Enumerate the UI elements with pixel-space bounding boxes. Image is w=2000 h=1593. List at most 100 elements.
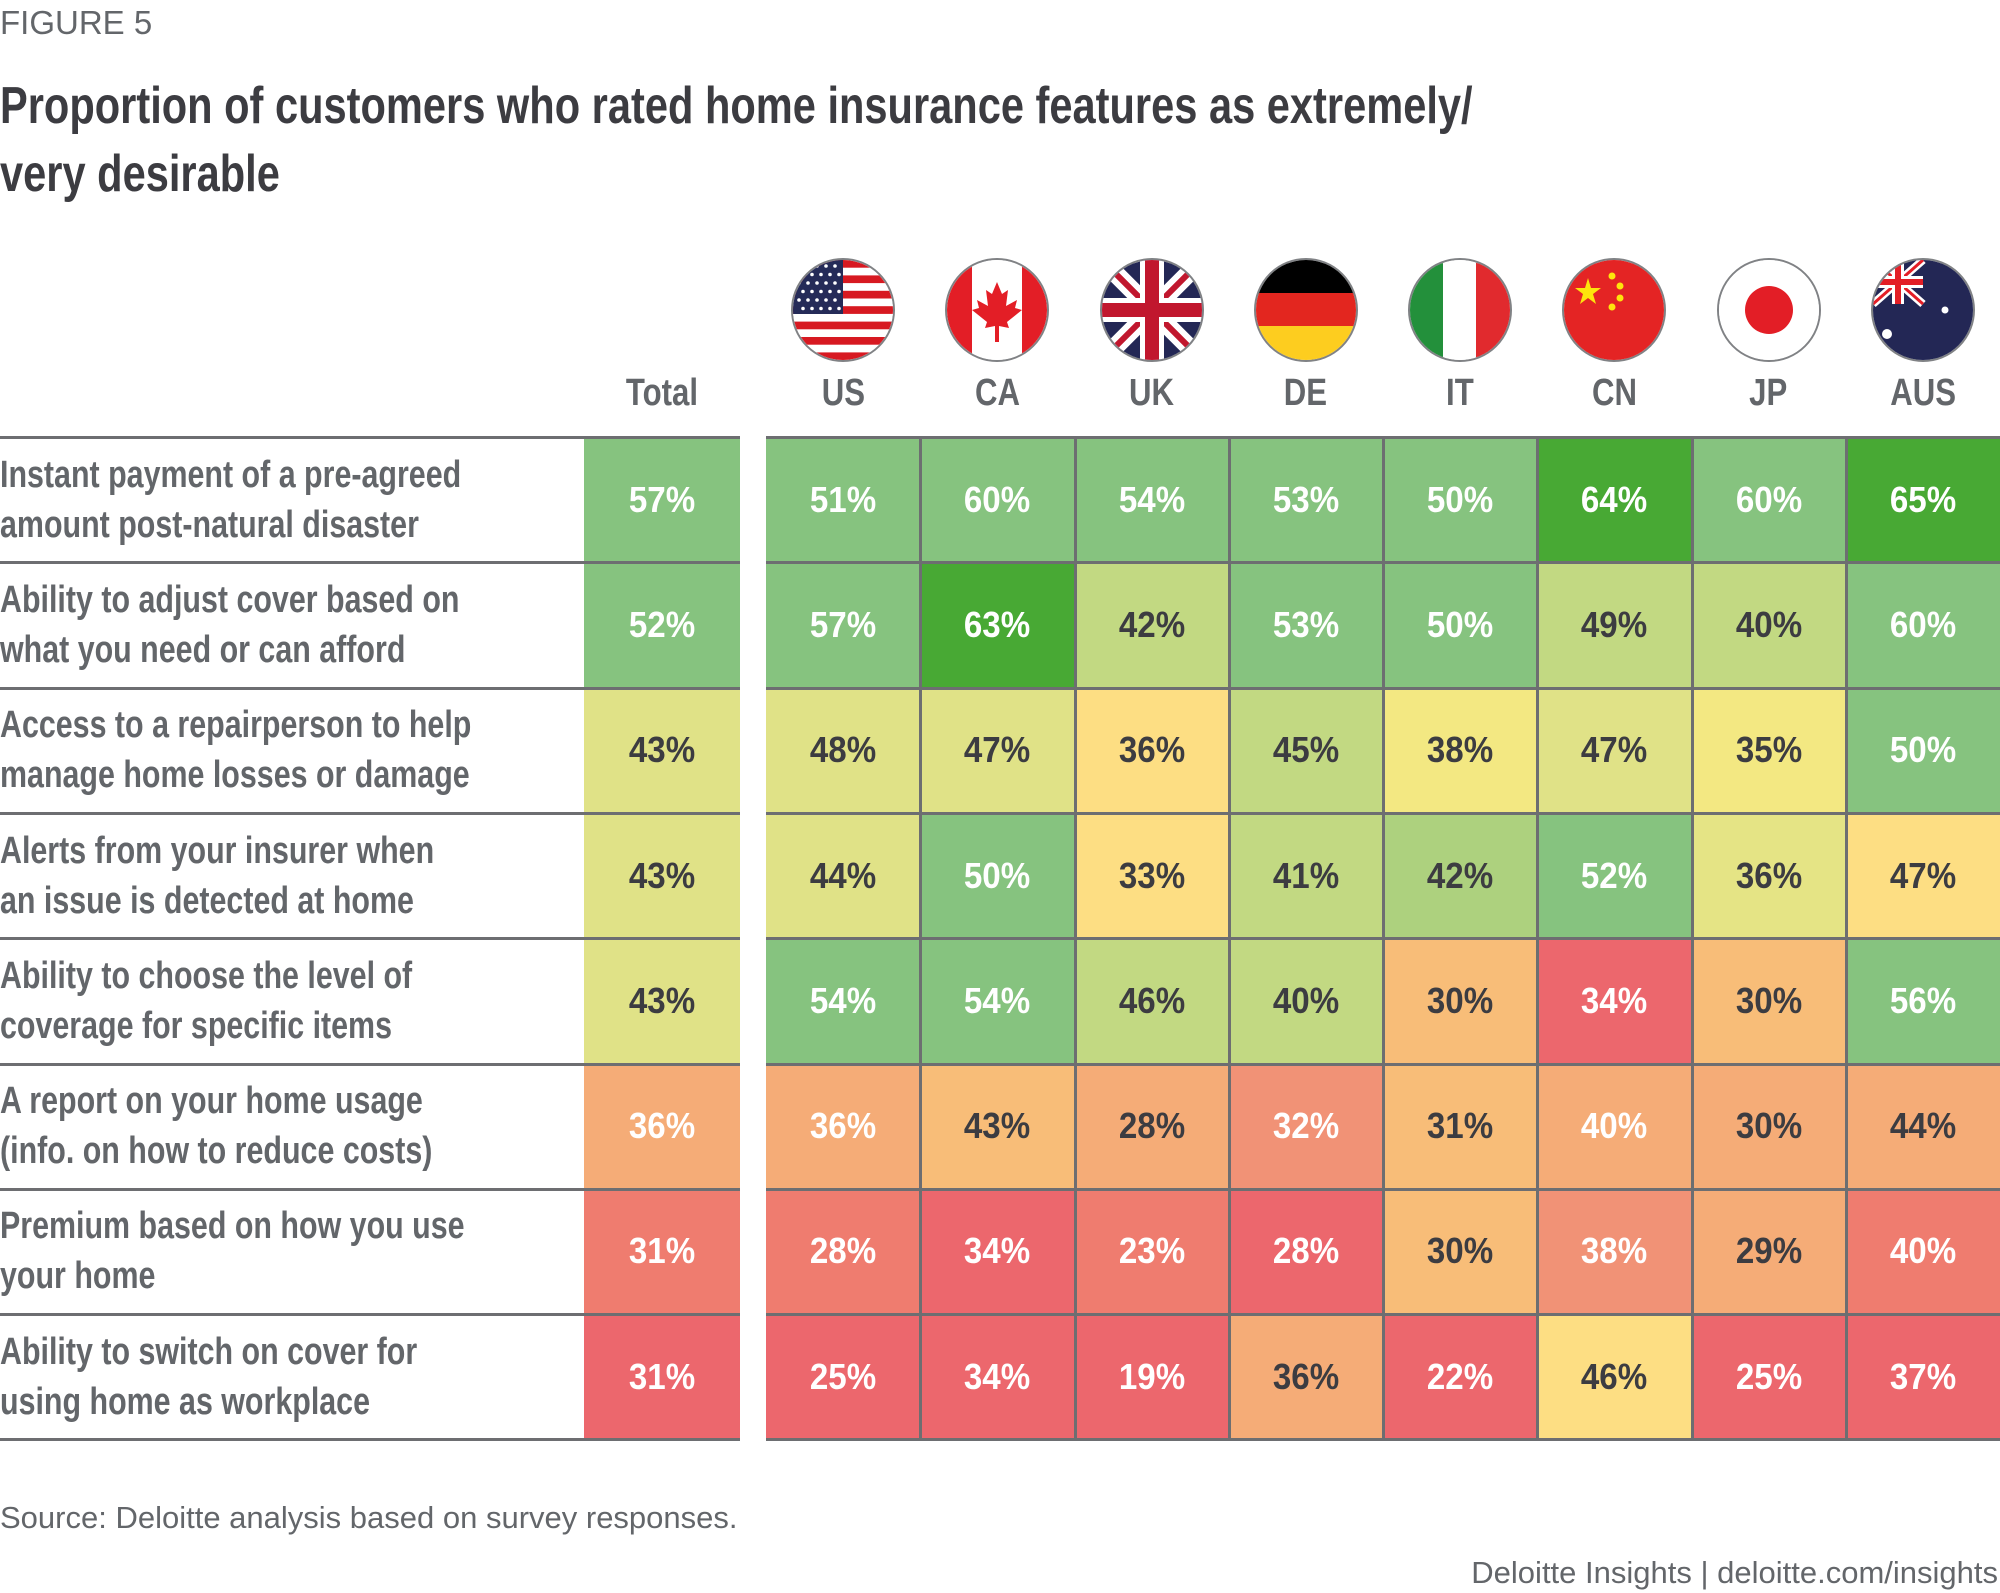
row-divider <box>0 937 740 941</box>
heatmap-cell: 36% <box>584 1063 740 1189</box>
column-header-uk: UK <box>1075 372 1229 415</box>
heatmap-cell: 40% <box>1228 938 1383 1064</box>
heatmap-cell: 38% <box>1383 687 1538 813</box>
heatmap-cell: 42% <box>1383 812 1538 939</box>
cell-value: 25% <box>1735 1355 1802 1397</box>
heatmap-cell: 51% <box>766 437 921 563</box>
heatmap-cell: 48% <box>766 687 921 813</box>
italy-flag-icon <box>1408 258 1513 362</box>
heatmap-cell: 56% <box>1845 938 2000 1064</box>
cell-value: 28% <box>1272 1230 1340 1272</box>
column-header-ca: CA <box>920 372 1074 415</box>
cell-value: 49% <box>1581 603 1648 645</box>
row-label-line: using home as workplace <box>0 1380 370 1423</box>
cell-value: 50% <box>964 854 1031 896</box>
row-label-line: Alerts from your insurer when <box>0 829 435 872</box>
cell-value: 31% <box>1426 1105 1494 1147</box>
row-label: Ability to choose the level of coverage f… <box>0 951 560 1051</box>
row-label-line: amount post-natural disaster <box>0 503 419 546</box>
column-header-label: CA <box>974 372 1020 414</box>
cell-value: 50% <box>1426 478 1494 520</box>
cell-value: 34% <box>964 1230 1031 1272</box>
row-label-line: manage home losses or damage <box>0 754 470 797</box>
cell-value: 54% <box>964 979 1031 1021</box>
heatmap-cell: 23% <box>1074 1188 1229 1315</box>
row-divider <box>766 1438 2000 1442</box>
row-label: Alerts from your insurer when an issue is… <box>0 826 560 926</box>
column-header-label: DE <box>1284 372 1328 414</box>
heatmap-cell: 57% <box>584 437 740 563</box>
row-divider <box>0 436 740 439</box>
column-header-cn: CN <box>1537 372 1691 415</box>
cell-value: 44% <box>1889 1105 1957 1147</box>
cell-value: 65% <box>1889 478 1957 520</box>
column-header-label: AUS <box>1889 372 1956 414</box>
row-label-line: (info. on how to reduce costs) <box>0 1130 433 1173</box>
cell-value: 43% <box>628 729 696 771</box>
heatmap-cell: 34% <box>1537 938 1692 1064</box>
cell-value: 30% <box>1426 1230 1494 1272</box>
cell-value: 53% <box>1272 478 1340 520</box>
heatmap-cell: 50% <box>1845 687 2000 813</box>
cell-value: 40% <box>1735 603 1802 645</box>
cell-value: 44% <box>809 854 877 896</box>
cell-value: 34% <box>1581 979 1648 1021</box>
cell-value: 19% <box>1118 1355 1185 1397</box>
uk-flag-icon <box>1099 258 1204 362</box>
cell-value: 42% <box>1118 603 1185 645</box>
row-label-line: Instant payment of a pre-agreed <box>0 453 462 496</box>
heatmap-cell: 50% <box>920 812 1075 939</box>
japan-flag-icon <box>1716 258 1821 362</box>
cell-value: 46% <box>1118 979 1185 1021</box>
cell-value: 46% <box>1581 1355 1648 1397</box>
heatmap-cell: 43% <box>584 812 740 939</box>
heatmap-cell: 65% <box>1845 437 2000 563</box>
heatmap-cell: 28% <box>766 1188 921 1315</box>
row-label: Instant payment of a pre-agreed amount po… <box>0 450 560 550</box>
cell-value: 30% <box>1735 1105 1802 1147</box>
heatmap-cell: 49% <box>1537 562 1692 688</box>
cell-value: 52% <box>628 603 696 645</box>
row-label-line: what you need or can afford <box>0 628 406 671</box>
heatmap-cell: 31% <box>1383 1063 1538 1189</box>
heatmap-cell: 47% <box>1845 812 2000 939</box>
heatmap-cell: 53% <box>1228 562 1383 688</box>
cell-value: 35% <box>1735 729 1802 771</box>
row-label-line: coverage for specific items <box>0 1004 392 1047</box>
heatmap-cell: 36% <box>1691 812 1846 939</box>
chart-title: Proportion of customers who rated home i… <box>0 72 1841 208</box>
heatmap-cell: 54% <box>766 938 921 1064</box>
heatmap-cell: 52% <box>584 562 740 688</box>
cell-value: 42% <box>1426 854 1494 896</box>
heatmap-cell: 45% <box>1228 687 1383 813</box>
cell-value: 57% <box>628 478 696 520</box>
cell-value: 38% <box>1581 1230 1648 1272</box>
column-divider <box>1227 437 1231 1440</box>
cell-value: 32% <box>1272 1105 1340 1147</box>
row-label-line: Ability to adjust cover based on <box>0 578 460 621</box>
cell-value: 40% <box>1889 1230 1957 1272</box>
heatmap-cell: 57% <box>766 562 921 688</box>
heatmap-cell: 28% <box>1228 1188 1383 1315</box>
cell-value: 47% <box>1889 854 1957 896</box>
heatmap-cell: 37% <box>1845 1314 2000 1440</box>
cell-value: 23% <box>1118 1230 1185 1272</box>
heatmap-cell: 40% <box>1691 562 1846 688</box>
row-divider <box>0 1313 740 1317</box>
column-header-it: IT <box>1383 372 1537 415</box>
heatmap-cell: 41% <box>1228 812 1383 939</box>
heatmap-cell: 22% <box>1383 1314 1538 1440</box>
heatmap-cell: 34% <box>920 1314 1075 1440</box>
heatmap-cell: 60% <box>1691 437 1846 563</box>
column-header-jp: JP <box>1692 372 1846 415</box>
heatmap-cell: 46% <box>1537 1314 1692 1440</box>
row-label-line: Premium based on how you use <box>0 1205 465 1248</box>
cell-value: 43% <box>628 854 696 896</box>
cell-value: 64% <box>1581 478 1648 520</box>
heatmap-cell: 64% <box>1537 437 1692 563</box>
column-header-aus: AUS <box>1846 372 2000 415</box>
heatmap-cell: 38% <box>1537 1188 1692 1315</box>
heatmap-cell: 36% <box>766 1063 921 1189</box>
heatmap-cell: 30% <box>1383 938 1538 1064</box>
heatmap-cell: 36% <box>1228 1314 1383 1440</box>
